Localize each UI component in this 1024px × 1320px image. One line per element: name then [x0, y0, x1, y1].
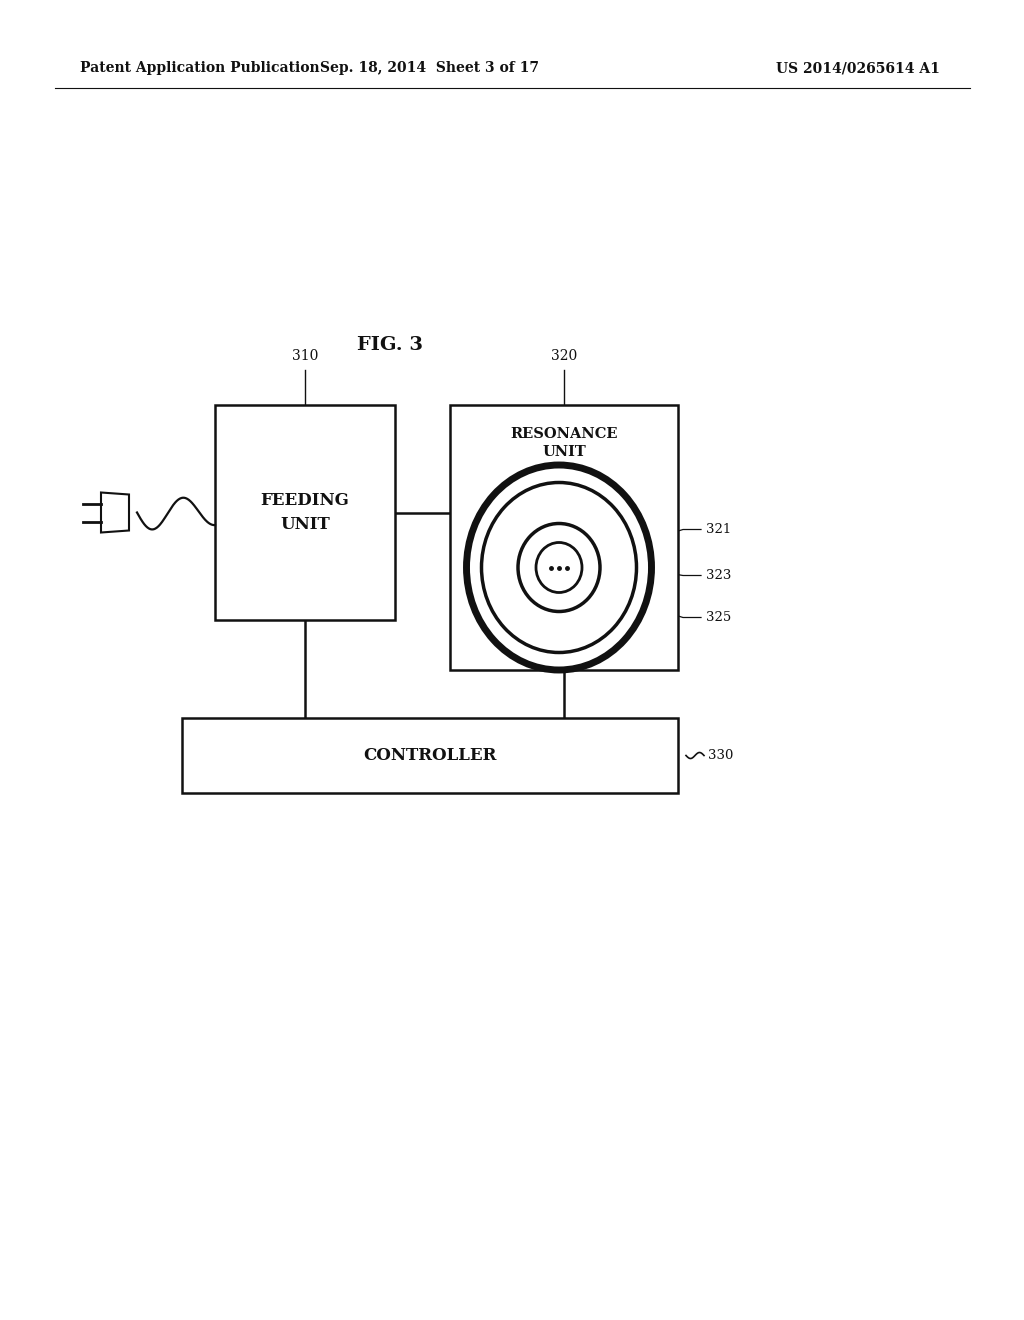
Text: FEEDING
UNIT: FEEDING UNIT — [260, 492, 349, 533]
Text: RESONANCE
UNIT: RESONANCE UNIT — [510, 426, 617, 459]
Text: Patent Application Publication: Patent Application Publication — [80, 61, 319, 75]
Text: 320: 320 — [551, 348, 578, 363]
Text: CONTROLLER: CONTROLLER — [364, 747, 497, 764]
Bar — [215, 405, 395, 620]
Text: 330: 330 — [708, 748, 733, 762]
Text: 321: 321 — [706, 523, 731, 536]
Text: FIG. 3: FIG. 3 — [357, 337, 423, 354]
Bar — [182, 718, 678, 793]
Bar — [450, 405, 678, 671]
Polygon shape — [101, 492, 129, 532]
Text: Sep. 18, 2014  Sheet 3 of 17: Sep. 18, 2014 Sheet 3 of 17 — [321, 61, 540, 75]
Text: 325: 325 — [706, 611, 731, 624]
Text: 310: 310 — [292, 348, 318, 363]
Text: 323: 323 — [706, 569, 731, 582]
Text: US 2014/0265614 A1: US 2014/0265614 A1 — [776, 61, 940, 75]
